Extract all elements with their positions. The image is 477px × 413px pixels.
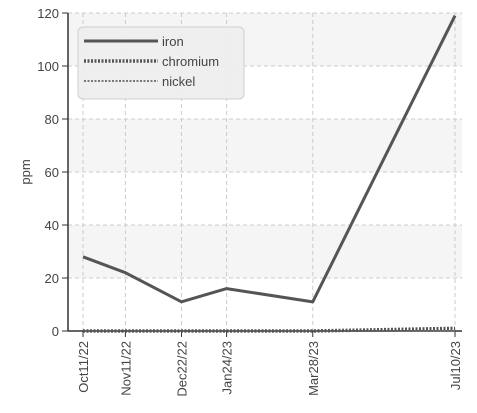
legend: iron chromium nickel [77,26,245,100]
x-tick-label: Mar28/23 [306,341,321,396]
x-tick-label: Dec22/22 [174,341,189,397]
legend-label-nickel: nickel [162,74,195,89]
series-line-chromium [83,326,456,333]
series-line-iron [82,14,457,304]
series-lines [82,14,457,333]
plot-band [68,225,462,278]
x-tick-label: Oct11/22 [76,341,91,393]
x-tick-label: Nov11/22 [118,341,133,396]
y-tick-label: 20 [45,271,59,286]
y-tick-label: 40 [45,218,59,233]
legend-label-chromium: chromium [162,54,219,69]
y-axis: 0 20 40 60 80 100 120 [37,6,69,339]
y-tick-label: 60 [45,165,59,180]
y-tick-label: 0 [52,324,59,339]
y-tick-label: 120 [37,6,59,21]
y-tick-label: 100 [37,59,59,74]
x-axis: Oct11/22 Nov11/22 Dec22/22 Jan24/23 Mar28/23… [68,330,463,397]
y-axis-title: ppm [18,159,33,184]
y-tick-label: 80 [45,112,59,127]
plot-bands [68,13,462,278]
legend-box [77,26,245,100]
x-tick-label: Jul10/23 [448,341,463,390]
x-tick-label: Jan24/23 [220,341,235,395]
plot-band [68,119,462,172]
legend-label-iron: iron [162,34,184,49]
